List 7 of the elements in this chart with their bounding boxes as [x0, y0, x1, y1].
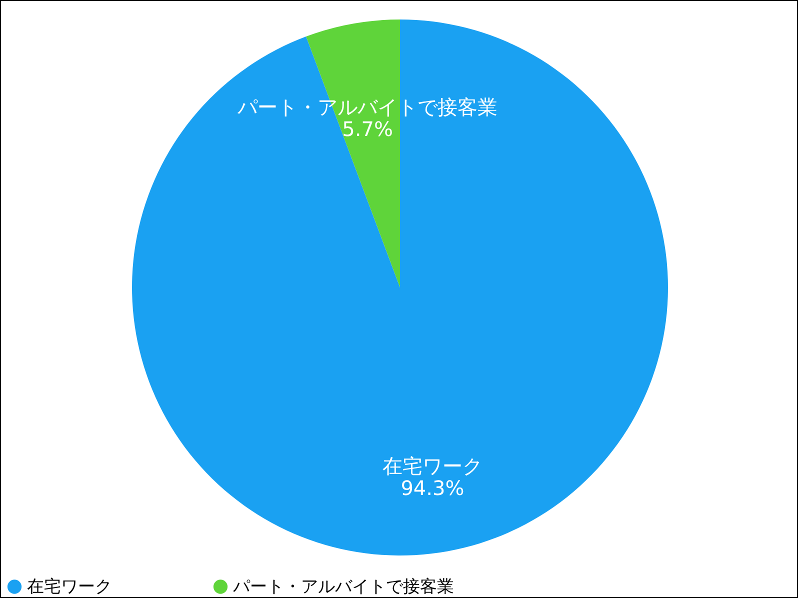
data-label: 5.7%: [342, 117, 393, 142]
data-label: 94.3%: [400, 476, 464, 500]
pie-slice: [306, 20, 400, 288]
legend-label: 在宅ワーク: [27, 576, 112, 597]
legend-label: パート・アルバイトで接客業: [232, 576, 454, 597]
pie-slice: [132, 20, 668, 556]
slice-label: 在宅ワーク: [382, 454, 482, 478]
